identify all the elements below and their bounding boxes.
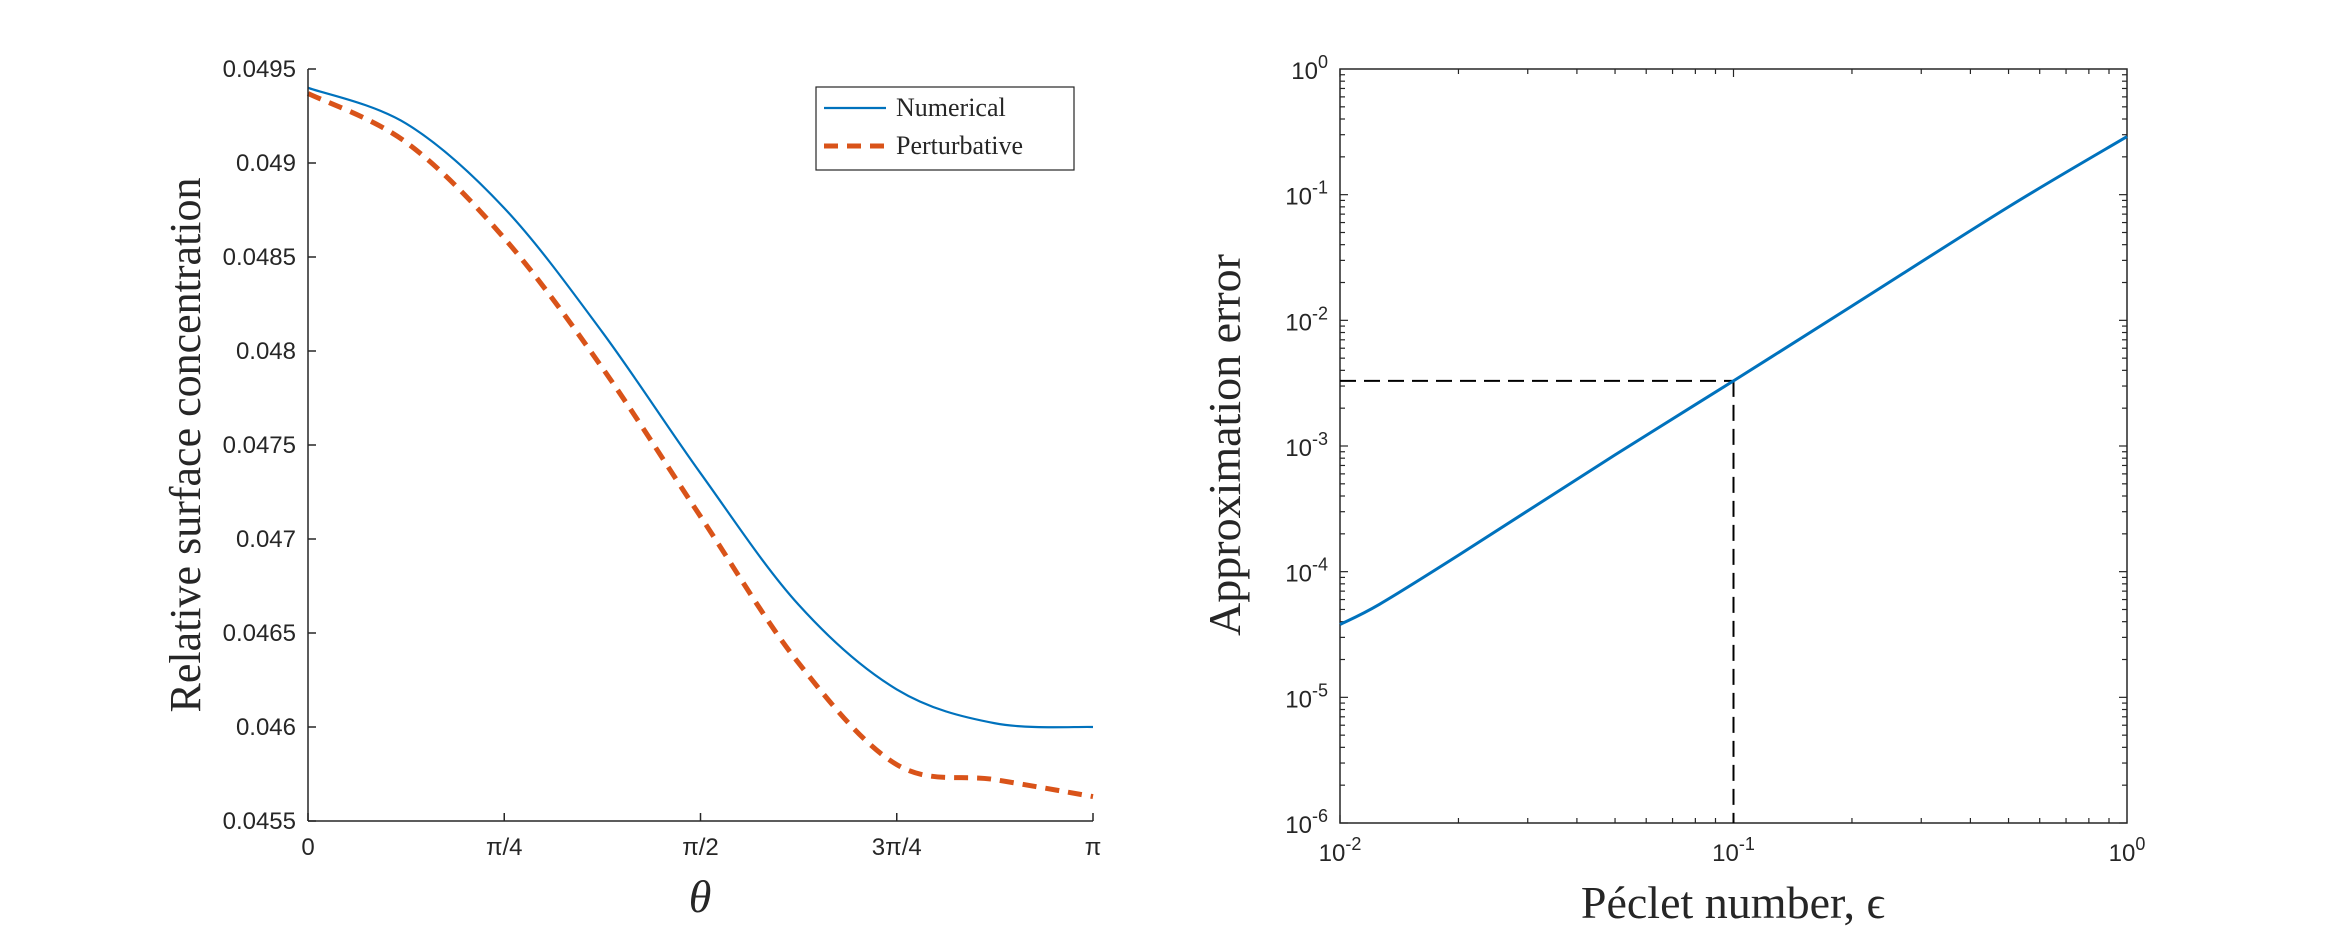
c2-reference-lines	[1340, 379, 1735, 823]
c1-legend: Numerical Perturbative	[815, 86, 1075, 171]
c1-series-line-perturbative	[306, 91, 1094, 800]
legend-label-numerical: Numerical	[896, 93, 1006, 122]
c2-series	[1339, 135, 2128, 626]
c1-y-tick-label: 0.048	[236, 338, 296, 365]
c2-series-line	[1339, 135, 2128, 626]
error-chart: 10-2 10-1 100 10-610-510-410-310-210-1100 …	[1199, 52, 2145, 928]
c1-y-tick-label: 0.049	[236, 150, 296, 177]
c1-x-tick-label: π/2	[682, 834, 719, 861]
c1-y-tick-label: 0.047	[236, 526, 296, 553]
c2-x-tick-label: 100	[2109, 834, 2146, 867]
c1-y-tick-label: 0.0495	[223, 56, 296, 83]
c2-y-tick-labels: 10-6 10-5 10-4 10-3 10-2 10-1 100	[1285, 52, 1328, 839]
c2-y-tick-label: 10-5	[1285, 680, 1328, 713]
c1-y-tick-label: 0.0485	[223, 244, 296, 271]
c1-x-tick-label: 3π/4	[872, 834, 922, 861]
c1-series	[306, 86, 1094, 800]
c1-x-axis-label: θ	[689, 871, 712, 922]
c1-series-line-numerical	[307, 86, 1094, 729]
c1-y-tick-label: 0.0455	[223, 808, 296, 835]
c2-y-tick-label: 10-3	[1285, 429, 1328, 462]
c2-y-tick-label: 100	[1291, 52, 1328, 85]
c1-x-tick-label: 0	[301, 834, 314, 861]
legend-box	[815, 86, 1075, 171]
c2-x-tick-labels: 10-2 10-1 100	[1319, 834, 2146, 867]
c1-x-tick-labels: 0 π/4 π/2 3π/4 π	[301, 834, 1101, 861]
legend-label-perturbative: Perturbative	[896, 131, 1023, 160]
c2-tick-marks	[1339, 69, 2127, 824]
c2-y-tick-label: 10-4	[1285, 555, 1328, 588]
c2-y-tick-label: 10-1	[1285, 178, 1328, 211]
plot-area-1	[308, 69, 1093, 821]
c2-y-tick-label: 10-2	[1285, 303, 1328, 336]
c1-y-tick-labels: 0.0455 0.046 0.0465 0.047 0.0475 0.048 0.0485 0…	[223, 56, 296, 835]
c1-x-tick-label: π/4	[486, 834, 523, 861]
concentration-chart: 0 π/4 π/2 3π/4 π 0.0455 0.046 0.0465 0.047 0.047…	[161, 56, 1101, 922]
c1-x-tick-label: π	[1085, 834, 1102, 861]
c2-y-tick-label: 10-6	[1285, 806, 1328, 839]
c2-y-axis-label: Approximation error	[1199, 254, 1250, 636]
c1-y-tick-label: 0.0475	[223, 432, 296, 459]
c2-x-axis-label: Péclet number, ϵ	[1581, 877, 1885, 928]
c1-y-tick-label: 0.046	[236, 714, 296, 741]
c1-y-axis-label: Relative surface concentration	[161, 177, 210, 712]
c2-x-tick-label: 10-2	[1319, 834, 1362, 867]
plot-area-2	[1339, 68, 2128, 824]
c2-x-tick-label: 10-1	[1712, 834, 1755, 867]
c1-y-tick-label: 0.0465	[223, 620, 296, 647]
c1-axes	[307, 69, 1093, 822]
